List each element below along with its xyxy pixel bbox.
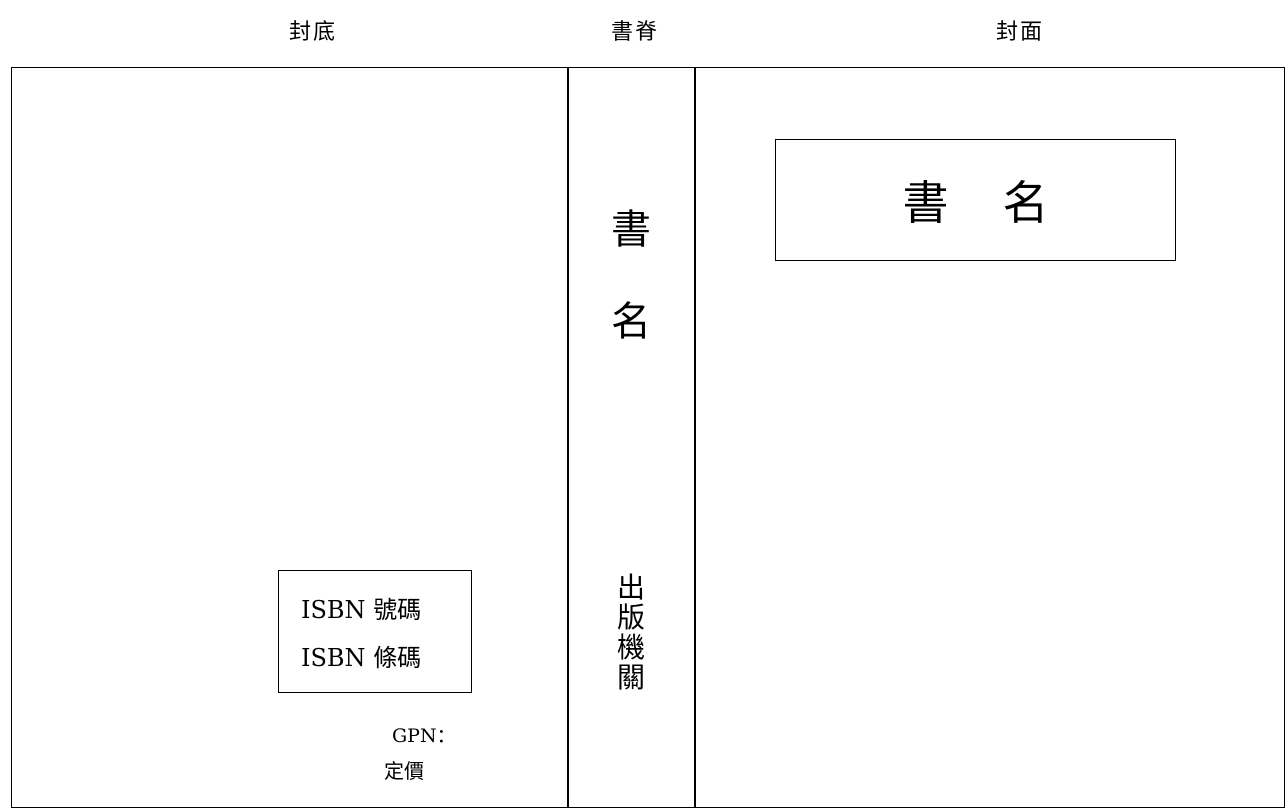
- isbn-barcode-label: ISBN 條碼: [301, 644, 422, 672]
- price-label: 定價: [384, 759, 424, 783]
- spine-title-char: 名: [611, 299, 651, 345]
- spine-label: 書脊: [611, 20, 660, 45]
- spine-publisher-char: 關: [616, 661, 645, 694]
- spine-title-char: 書: [611, 207, 651, 253]
- back-cover-label: 封底: [289, 20, 338, 45]
- isbn-number-label: ISBN 號碼: [301, 596, 422, 624]
- spine-publisher-char: 版: [616, 601, 645, 634]
- spine-publisher-char: 出: [616, 571, 645, 604]
- spine-right-divider: [694, 67, 696, 808]
- book-cover-outline: [11, 67, 1285, 808]
- front-title-area: 書名: [775, 0, 1176, 300]
- front-title-box: [775, 139, 1176, 261]
- front-title-part: 名: [1002, 176, 1049, 230]
- front-title: 書名: [775, 178, 1176, 228]
- front-title-part: 書: [902, 176, 949, 230]
- gpn-label: GPN：: [392, 725, 456, 747]
- front-cover-label: 封面: [996, 20, 1045, 45]
- spine-left-divider: [567, 67, 569, 808]
- isbn-box: [278, 570, 472, 693]
- spine-publisher-char: 機: [616, 631, 645, 664]
- spine-publisher: 出 版 機 關: [568, 573, 694, 693]
